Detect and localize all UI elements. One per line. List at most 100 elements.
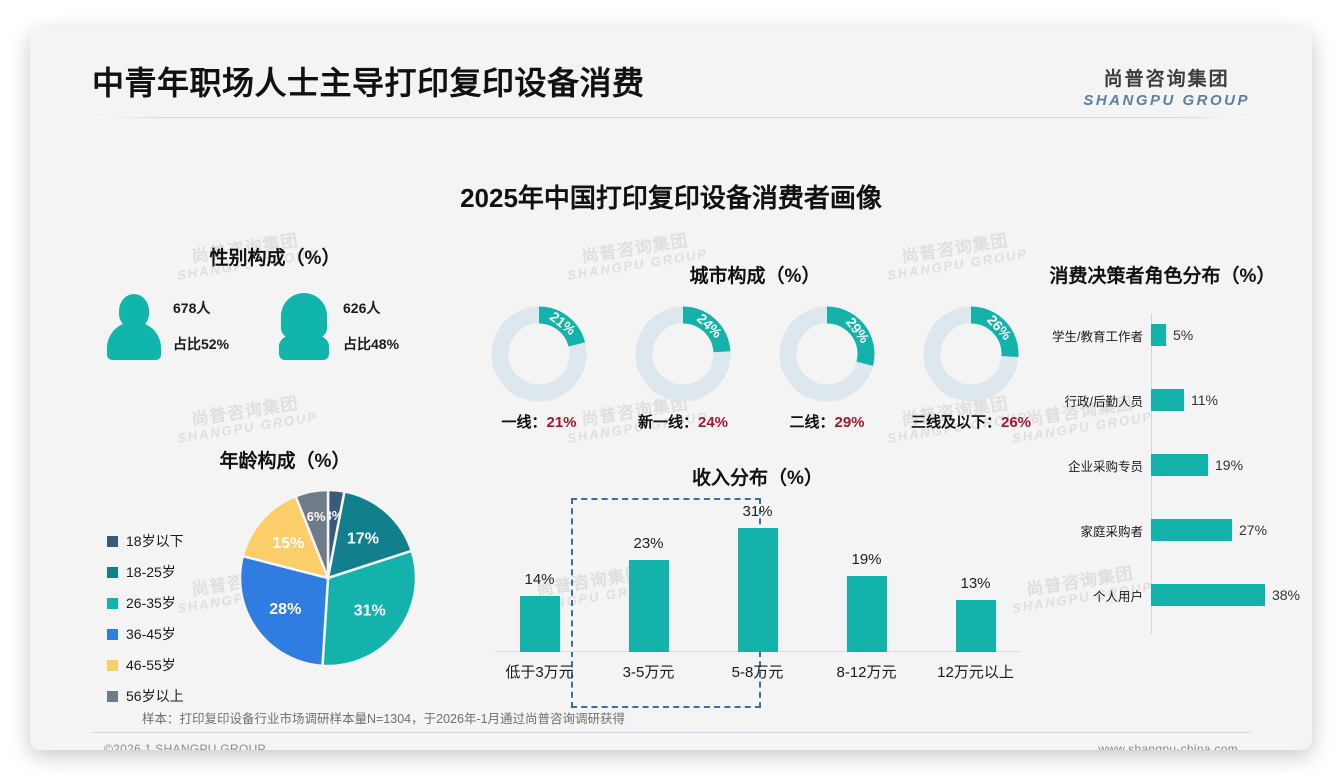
role-category-label: 行政/后勤人员 (1064, 394, 1143, 409)
watermark-cn: 尚普咨询集团 (190, 393, 300, 430)
role-bar-value: 19% (1215, 457, 1244, 473)
income-bar (519, 596, 560, 652)
city-donut-item: 21% 一线：21% (470, 306, 608, 432)
age-title: 年龄构成（%） (219, 451, 351, 472)
age-legend-item: 56岁以上 (107, 686, 184, 706)
city-percent: 29% (834, 414, 865, 431)
donut-chart: 29% (779, 306, 875, 402)
footer-copyright: ©2026.1 SHANGPU GROUP (104, 742, 266, 750)
legend-label: 56岁以上 (126, 688, 184, 704)
role-bar (1151, 454, 1208, 476)
donut-value-arc (635, 306, 731, 402)
role-category-label: 学生/教育工作者 (1052, 329, 1143, 344)
role-bar-value: 5% (1173, 327, 1194, 343)
legend-swatch (107, 597, 118, 609)
income-bar-value: 13% (960, 575, 991, 592)
city-donut-label: 二线：29% (758, 411, 896, 432)
legend-swatch (107, 659, 118, 671)
logo-text-en: SHANGPU GROUP (1083, 92, 1250, 109)
header: 中青年职场人士主导打印复印设备消费 尚普咨询集团 SHANGPU GROUP (30, 28, 1312, 118)
donut-value-arc (779, 306, 875, 402)
pie-slice (238, 554, 330, 668)
city-panel: 城市构成（%） 21% 一线：21% 24% 新一线：24% 29% 二线：29% 26% 三… (470, 261, 1040, 432)
income-category-label: 5-8万元 (731, 664, 784, 681)
role-bar (1150, 584, 1265, 606)
legend-label: 18-25岁 (126, 564, 176, 580)
role-bar-value: 38% (1271, 587, 1300, 603)
logo-text-cn: 尚普咨询集团 (1103, 69, 1230, 90)
infographic-title: 2025年中国打印复印设备消费者画像 (460, 183, 882, 213)
role-bar (1151, 519, 1232, 541)
income-bar-column: 14% (485, 512, 594, 652)
city-percent: 24% (697, 414, 729, 431)
income-title: 收入分布（%） (692, 468, 823, 489)
role-bar (1151, 389, 1184, 411)
female-count: 626人 (343, 300, 381, 316)
pie-slice-label: 17% (347, 530, 379, 547)
role-category-label: 家庭采购者 (1080, 524, 1143, 539)
city-name: 新一线： (637, 414, 698, 431)
pie-slice (241, 494, 331, 580)
role-title: 消费决策者角色分布（%） (1049, 266, 1276, 287)
income-bar-value: 19% (851, 551, 882, 568)
age-panel: 年龄构成（%） 18岁以下 18-25岁 26-35岁 36-45岁 46-55岁 56岁… (105, 446, 465, 704)
age-legend-item: 36-45岁 (107, 624, 184, 644)
income-category-label: 8-12万元 (836, 664, 897, 681)
watermark-en: SHANGPU GROUP (176, 408, 319, 446)
donut-chart: 24% (635, 306, 731, 402)
age-legend-item: 18岁以下 (107, 531, 184, 551)
gender-title: 性别构成（%） (209, 248, 341, 269)
male-count: 678人 (173, 300, 211, 316)
donut-chart: 26% (923, 306, 1019, 402)
income-category-label: 12万元以上 (937, 664, 1014, 681)
income-bar-column: 19% (812, 512, 921, 652)
footer-divider (92, 732, 1250, 733)
legend-label: 46-55岁 (126, 657, 176, 673)
pie-slice-label: 28% (269, 601, 301, 618)
income-category-label: 3-5万元 (622, 664, 675, 681)
income-bar-value: 14% (524, 571, 555, 588)
female-share: 占比48% (343, 336, 400, 352)
role-category-label: 企业采购专员 (1067, 459, 1143, 474)
legend-swatch (107, 628, 118, 640)
city-title: 城市构成（%） (689, 266, 821, 287)
donut-chart: 21% (491, 306, 587, 402)
pie-slice-label: 6% (307, 509, 326, 524)
pie-slice (321, 549, 418, 668)
income-bar-column: 31% (703, 503, 812, 652)
age-legend-item: 26-35岁 (107, 593, 184, 613)
role-bar (1151, 324, 1166, 346)
legend-swatch (107, 690, 118, 702)
legend-label: 36-45岁 (126, 626, 176, 642)
age-pie-chart: 3%17%31%28%15%6% (238, 488, 418, 668)
income-bar (737, 528, 778, 652)
legend-label: 26-35岁 (126, 595, 176, 611)
city-donut-row: 21% 一线：21% 24% 新一线：24% 29% 二线：29% 26% 三线及以下：26% (470, 306, 1040, 432)
income-panel: 收入分布（%） 14% 23% 31% 19% 13% 低于3万元 3-5万元 5-8万元 8… (485, 463, 1030, 708)
city-donut-label: 三线及以下：26% (902, 411, 1040, 432)
role-bar-row: 企业采购专员 19% (1025, 452, 1300, 478)
donut-value-arc (923, 306, 1019, 402)
gender-panel: 性别构成（%） 678人 占比52% 626人 占比48% (105, 243, 445, 360)
role-bar-row: 家庭采购者 27% (1025, 517, 1300, 543)
pie-slice (293, 488, 330, 579)
age-legend-item: 46-55岁 (107, 655, 184, 675)
income-bar-column: 23% (594, 512, 703, 652)
legend-label: 18岁以下 (126, 533, 184, 549)
city-donut-item: 24% 新一线：24% (614, 306, 752, 432)
legend-swatch (107, 566, 118, 578)
city-percent: 26% (1000, 414, 1032, 431)
role-panel: 消费决策者角色分布（%） 学生/教育工作者 5% 行政/后勤人员 11% 企业采购专员 1… (1025, 261, 1300, 634)
income-plot: 14% 23% 31% 19% 13% 低于3万元 3-5万元 5-8万元 8-12万元 12万… (485, 498, 1030, 708)
sample-note: 样本：打印复印设备行业市场调研样本量N=1304，于2026年-1月通过尚普咨询… (142, 712, 626, 726)
age-legend-item: 18-25岁 (107, 562, 184, 582)
male-share: 占比52% (173, 336, 230, 352)
income-bar-value: 23% (633, 535, 664, 552)
pie-slice-label: 15% (272, 535, 304, 552)
role-bar-row: 行政/后勤人员 11% (1025, 387, 1300, 413)
city-donut-item: 29% 二线：29% (758, 306, 896, 432)
city-name: 三线及以下： (910, 414, 1001, 431)
city-name: 一线： (501, 414, 547, 431)
income-bar (955, 600, 996, 652)
role-bar-row: 学生/教育工作者 5% (1025, 322, 1300, 348)
